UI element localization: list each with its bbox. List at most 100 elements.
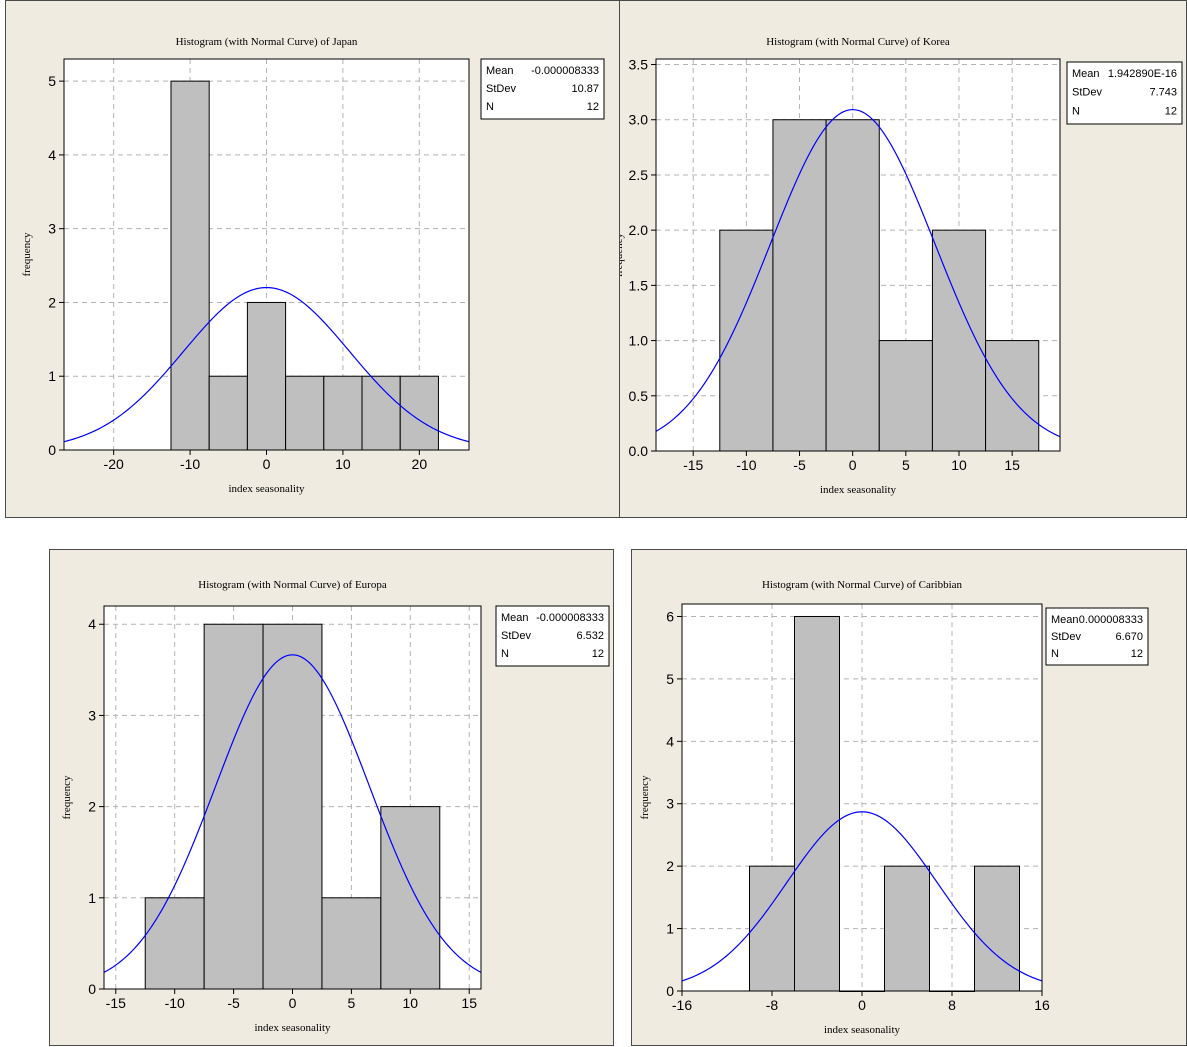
x-tick-label: -10 <box>736 457 756 473</box>
x-tick-label: 20 <box>412 456 428 472</box>
y-tick-label: 0 <box>48 442 56 458</box>
y-tick-label: 6 <box>666 608 674 624</box>
histogram-bar <box>323 375 363 451</box>
stats-label: Mean <box>1051 614 1079 626</box>
y-tick-label: 1 <box>48 368 56 384</box>
stats-label: Mean <box>501 612 529 624</box>
x-tick-label: -15 <box>106 995 126 1011</box>
normal-curve-line <box>63 286 470 443</box>
chart-title: Histogram (with Normal Curve) of Europa <box>198 579 387 591</box>
stats-value: 12 <box>1131 648 1143 660</box>
histogram-bar <box>246 301 287 451</box>
y-tick-label: 2.0 <box>629 222 649 238</box>
y-axis-label: frequency <box>639 775 651 819</box>
plot-frame <box>655 58 1061 452</box>
y-tick-label: 3 <box>48 221 56 237</box>
y-tick-label: 1.0 <box>629 333 649 349</box>
y-tick-label: 0.5 <box>629 388 649 404</box>
x-tick-label: 5 <box>902 457 910 473</box>
y-tick-label: 5 <box>666 671 674 687</box>
y-axis-label: frequency <box>61 775 73 819</box>
x-tick-label: -5 <box>227 995 240 1011</box>
stats-box <box>1066 61 1183 125</box>
y-tick-label: 2 <box>666 858 674 874</box>
histogram-bar <box>262 623 323 990</box>
y-tick-label: 4 <box>48 147 56 163</box>
chart-svg-korea: -15 -10 -5 0 5 10 15 0.0 0.5 1.0 1.5 2.0 2.5 3.0 3.5 Hi… <box>620 36 1183 496</box>
x-axis-label: index seasonality <box>254 1022 331 1034</box>
histogram-bar <box>399 375 439 451</box>
x-tick-label: 15 <box>461 995 477 1011</box>
chart-title: Histogram (with Normal Curve) of Japan <box>176 36 358 48</box>
stats-value: -0.000008333 <box>536 612 604 624</box>
stats-label: StDev <box>501 630 531 642</box>
x-tick-label: 10 <box>951 457 967 473</box>
chart-panel-europa: -15 -10 -5 0 5 10 15 0 1 2 3 4 Histogram (with Norma… <box>49 549 614 1046</box>
x-axis-label: index seasonality <box>228 483 305 495</box>
histogram-bar <box>170 80 210 451</box>
histogram-bar <box>144 897 205 990</box>
y-tick-label: 3 <box>88 707 96 723</box>
x-tick-label: 16 <box>1034 997 1050 1013</box>
stats-label: N <box>486 101 494 113</box>
histogram-bar <box>878 340 933 452</box>
x-axis-label: index seasonality <box>824 1024 901 1036</box>
y-tick-label: 0.0 <box>629 443 649 459</box>
y-tick-label: 3.5 <box>629 57 649 73</box>
normal-curve-line <box>655 109 1061 438</box>
y-tick-label: 2 <box>48 294 56 310</box>
histogram-bar <box>931 229 987 452</box>
x-tick-label: -10 <box>180 456 200 472</box>
stats-value: 7.743 <box>1149 87 1177 99</box>
histogram-bar <box>749 865 795 992</box>
histogram-bar <box>380 806 441 990</box>
x-tick-label: 15 <box>1004 457 1020 473</box>
x-tick-label: 10 <box>403 995 419 1011</box>
histogram-bar <box>794 615 840 992</box>
x-tick-label: -16 <box>672 997 692 1013</box>
histogram-bar <box>719 229 774 452</box>
x-axis-label: index seasonality <box>820 484 897 496</box>
y-tick-label: 2 <box>88 799 96 815</box>
stats-label: N <box>1051 648 1059 660</box>
stats-label: StDev <box>486 83 516 95</box>
y-tick-label: 2.5 <box>629 167 649 183</box>
chart-panel-korea: -15 -10 -5 0 5 10 15 0.0 0.5 1.0 1.5 2.0 2.5 3.0 3.5 Hi… <box>619 0 1187 518</box>
stats-label: StDev <box>1072 87 1102 99</box>
y-tick-label: 0 <box>88 981 96 997</box>
x-tick-label: 5 <box>348 995 356 1011</box>
y-axis-label: frequency <box>21 232 33 276</box>
histogram-bar <box>285 375 325 451</box>
y-tick-label: 0 <box>666 983 674 999</box>
y-axis-label: frequency <box>620 233 625 277</box>
y-tick-label: 5 <box>48 73 56 89</box>
stats-box <box>480 58 605 120</box>
stats-value: 0.000008333 <box>1079 614 1143 626</box>
stats-label: N <box>501 648 509 660</box>
stats-label: Mean <box>486 65 514 77</box>
x-tick-label: 0 <box>849 457 857 473</box>
x-tick-label: 0 <box>289 995 297 1011</box>
y-tick-label: 4 <box>88 616 96 632</box>
stats-value: 12 <box>592 648 604 660</box>
normal-curve-line <box>103 654 482 973</box>
chart-panel-caribbian: -16 -8 0 8 16 0 1 2 3 4 5 6 Histogram (with Normal C… <box>631 549 1187 1046</box>
stats-label: Mean <box>1072 68 1100 80</box>
y-tick-label: 1 <box>88 890 96 906</box>
stats-value: 12 <box>1165 105 1177 117</box>
y-tick-label: 3.0 <box>629 112 649 128</box>
stats-value: 10.87 <box>571 83 599 95</box>
stats-value: -0.000008333 <box>531 65 599 77</box>
stats-value: 6.670 <box>1115 631 1143 643</box>
histogram-bar <box>321 897 382 990</box>
x-tick-label: -8 <box>766 997 779 1013</box>
chart-panel-japan: -20 -10 0 10 20 0 1 2 3 4 5 Histogram (with Normal … <box>5 0 620 518</box>
stats-label: StDev <box>1051 631 1081 643</box>
stats-box <box>495 605 610 667</box>
y-tick-label: 4 <box>666 733 674 749</box>
stats-value: 12 <box>587 101 599 113</box>
x-tick-label: 8 <box>948 997 956 1013</box>
normal-curve-line <box>681 811 1043 982</box>
x-tick-label: -5 <box>793 457 806 473</box>
